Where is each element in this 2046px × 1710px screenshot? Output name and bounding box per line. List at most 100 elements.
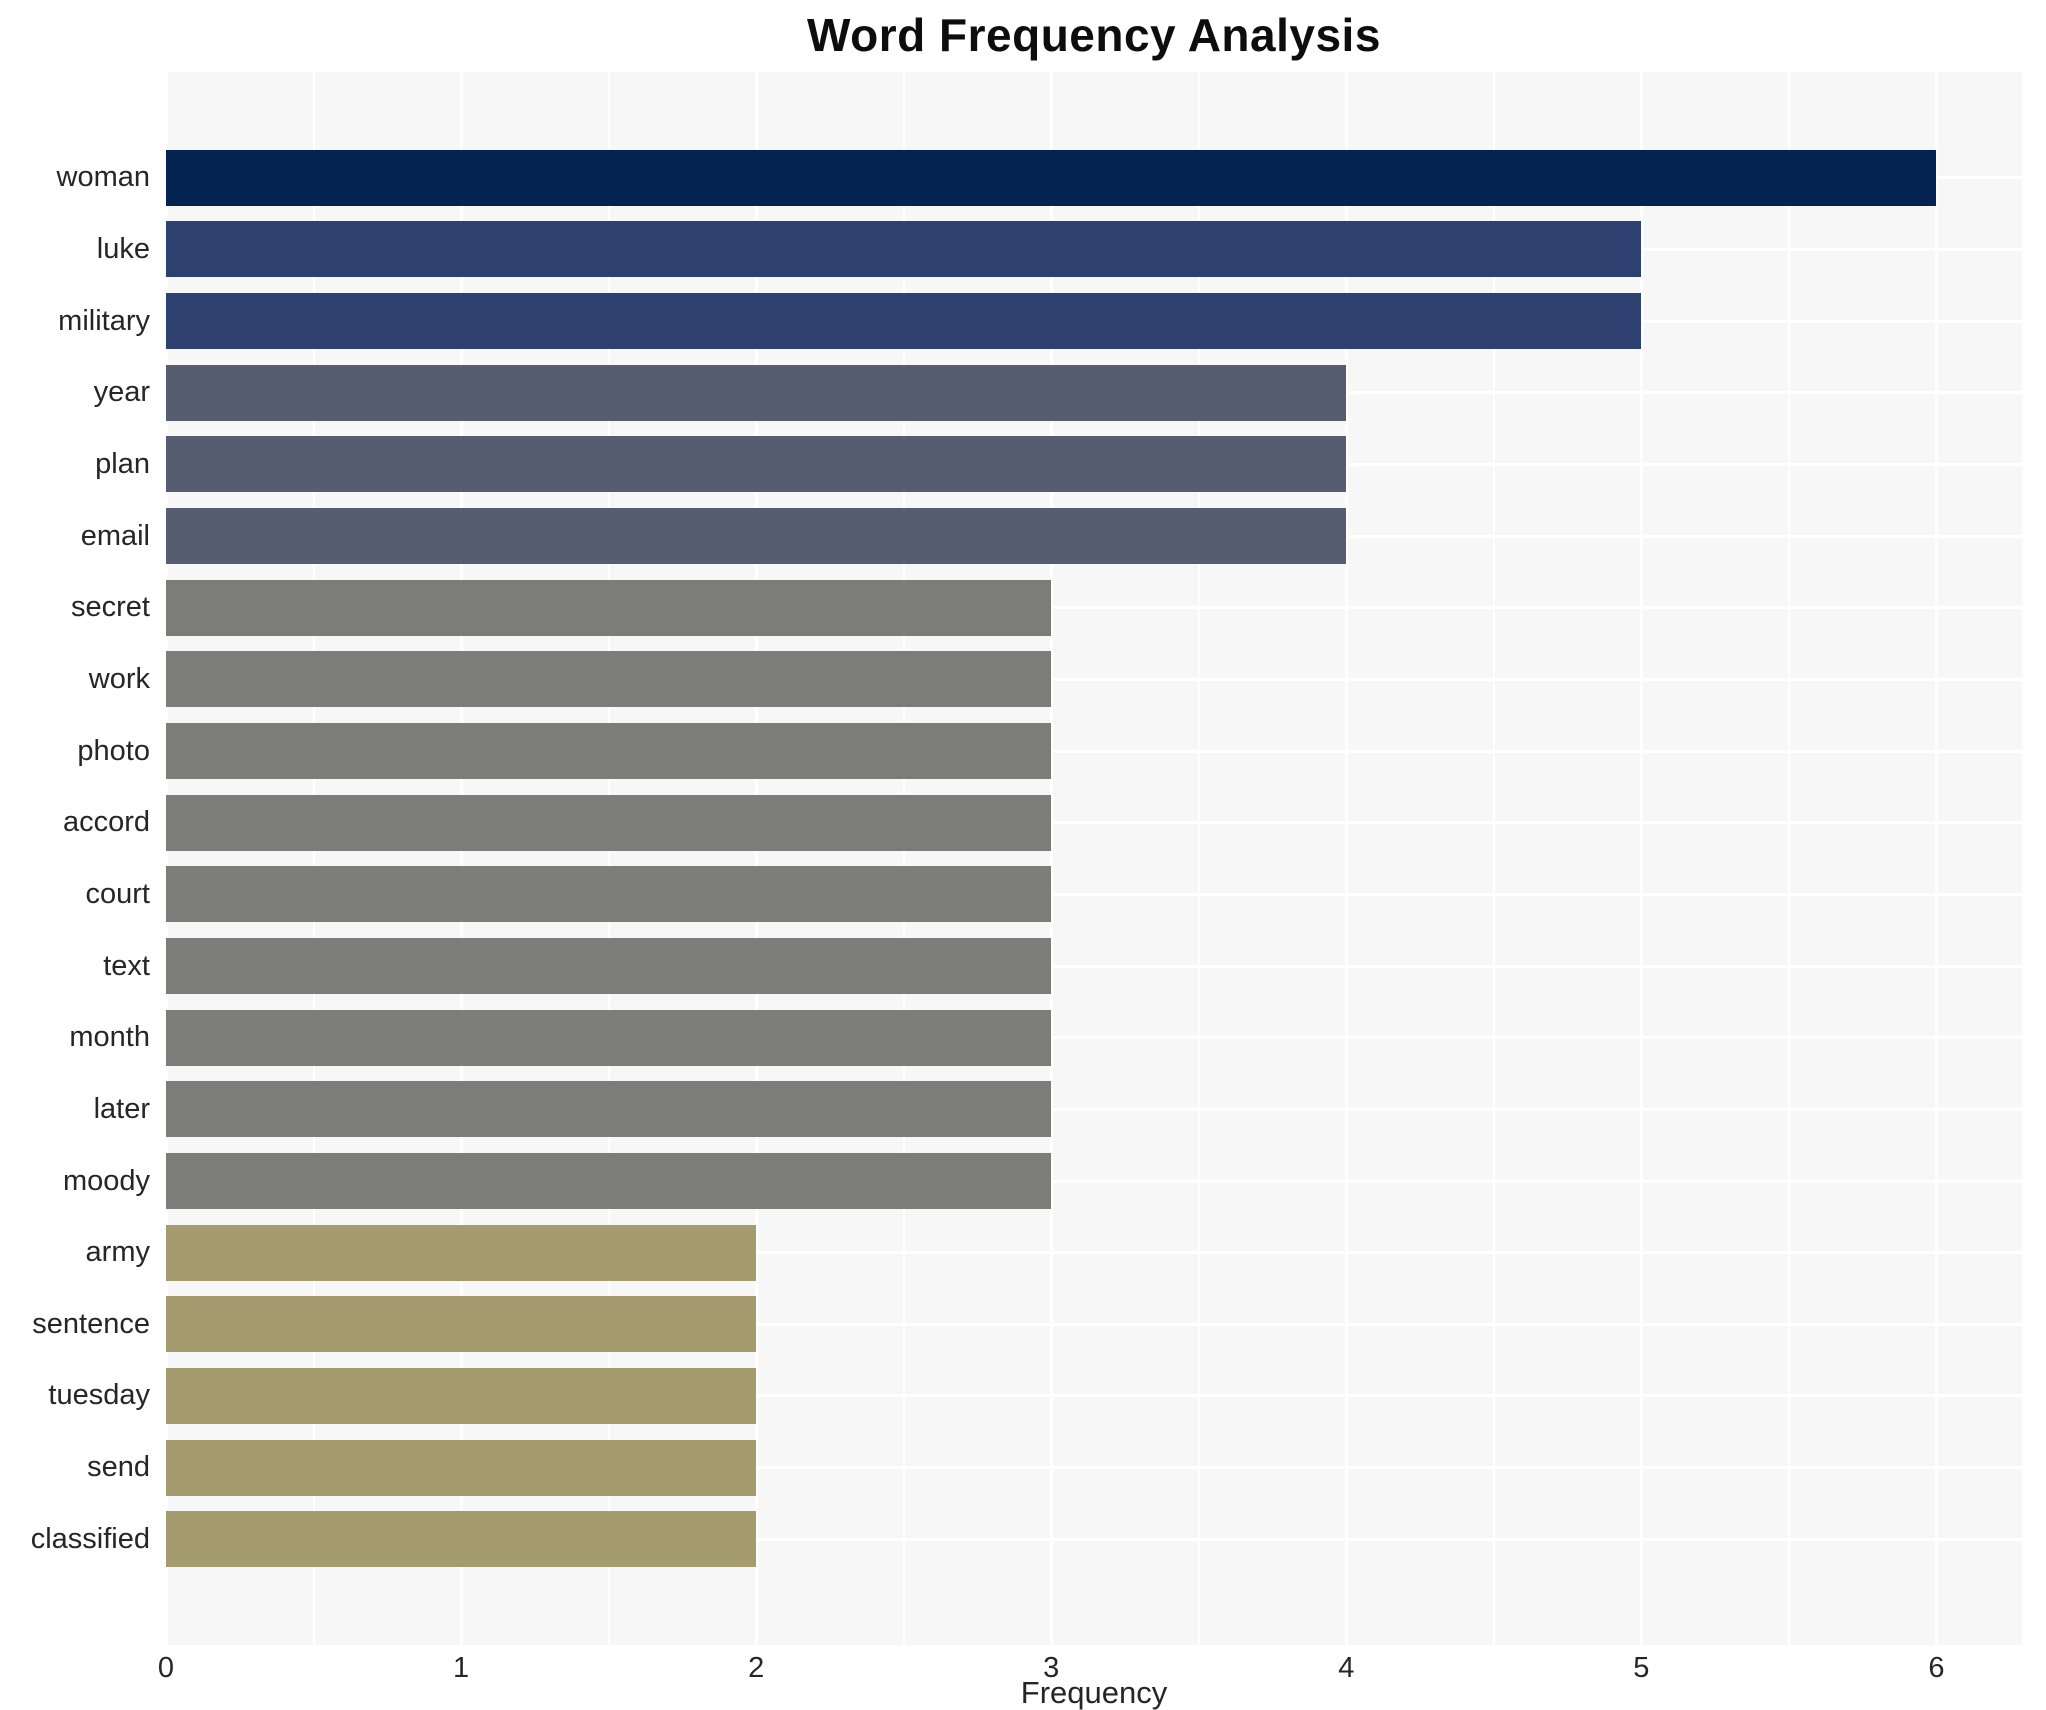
bar-row (166, 930, 2022, 1002)
y-axis-label: court (85, 877, 150, 910)
bar-work (166, 651, 1052, 708)
y-axis-label: send (87, 1451, 150, 1484)
y-axis-label: month (69, 1021, 150, 1054)
bar-row (166, 500, 2022, 572)
bar-row (166, 1289, 2022, 1361)
horizontal-gridline (166, 1322, 2022, 1326)
minor-gridline (1787, 72, 1790, 1645)
bar-row (166, 214, 2022, 286)
chart-title: Word Frequency Analysis (807, 9, 1381, 61)
y-axis-label: plan (95, 447, 150, 480)
bar-row (166, 572, 2022, 644)
bar-accord (166, 794, 1052, 851)
y-axis-label: text (103, 949, 150, 982)
x-tick-label: 5 (1633, 1652, 1650, 1684)
bar-row (166, 1360, 2022, 1432)
y-axis-labels: woman luke military year plan email secret work… (0, 72, 166, 1645)
y-axis-label: email (80, 519, 150, 552)
bar-later (166, 1081, 1052, 1138)
x-axis-title: Frequency (1020, 1675, 1168, 1710)
major-gridline (1639, 72, 1643, 1645)
y-axis-label: sentence (32, 1307, 150, 1340)
horizontal-gridline (166, 1107, 2022, 1111)
bar-luke (166, 221, 1642, 278)
bar-row (166, 715, 2022, 787)
major-gridline (164, 72, 168, 1645)
minor-gridline (312, 72, 315, 1645)
bar-send (166, 1439, 757, 1496)
bar-row (166, 859, 2022, 931)
major-gridline (1049, 72, 1053, 1645)
minor-gridline (607, 72, 610, 1645)
bar-row (166, 142, 2022, 214)
bar-row (166, 644, 2022, 716)
y-axis-label: accord (62, 806, 150, 839)
bar-plan (166, 436, 1347, 493)
bar-row (166, 285, 2022, 357)
bar-row (166, 429, 2022, 501)
horizontal-gridline (166, 606, 2022, 610)
y-axis-label: classified (30, 1522, 150, 1555)
bar-row (166, 1432, 2022, 1504)
horizontal-gridline (166, 1036, 2022, 1040)
horizontal-gridline (166, 749, 2022, 753)
minor-gridline (902, 72, 905, 1645)
y-axis-label: luke (96, 232, 150, 265)
bar-year (166, 364, 1347, 421)
horizontal-gridline (166, 892, 2022, 896)
horizontal-gridline (166, 1537, 2022, 1541)
bar-moody (166, 1153, 1052, 1210)
bar-photo (166, 723, 1052, 780)
horizontal-gridline (166, 1466, 2022, 1470)
bar-month (166, 1009, 1052, 1066)
y-axis-label: woman (56, 161, 151, 194)
bar-court (166, 866, 1052, 923)
major-gridline (754, 72, 758, 1645)
horizontal-gridline (166, 1251, 2022, 1255)
bar-secret (166, 579, 1052, 636)
bar-row (166, 357, 2022, 429)
x-tick-label: 1 (452, 1652, 470, 1684)
horizontal-gridline (166, 821, 2022, 825)
y-axis-label: photo (77, 734, 150, 767)
bar-row (166, 1002, 2022, 1074)
bar-row (166, 1145, 2022, 1217)
bar-row (166, 1217, 2022, 1289)
major-gridline (1344, 72, 1348, 1645)
minor-gridline (1492, 72, 1495, 1645)
x-tick-label: 4 (1338, 1652, 1355, 1684)
plot-area: woman luke military year plan email secret work… (0, 72, 2046, 1645)
bar-army (166, 1224, 757, 1281)
horizontal-gridline (166, 1394, 2022, 1398)
y-axis-label: tuesday (48, 1379, 150, 1412)
plot-panel (164, 72, 2022, 1645)
bar-woman (166, 149, 1937, 206)
y-axis-label: secret (71, 591, 150, 624)
bar-sentence (166, 1296, 757, 1353)
bar-tuesday (166, 1367, 757, 1424)
x-tick-label: 0 (157, 1652, 175, 1684)
x-tick-label: 3 (1043, 1652, 1060, 1684)
y-axis-label: army (85, 1236, 150, 1269)
bar-text (166, 938, 1052, 995)
horizontal-gridline (166, 677, 2022, 681)
major-gridline (1934, 72, 1938, 1645)
minor-gridline (1197, 72, 1200, 1645)
bar-rows (166, 72, 2022, 1645)
y-axis-label: moody (62, 1164, 150, 1197)
horizontal-gridline (166, 1179, 2022, 1183)
major-gridline (459, 72, 463, 1645)
bar-row (166, 1503, 2022, 1575)
x-tick-label: 2 (748, 1652, 765, 1684)
horizontal-gridline (166, 964, 2022, 968)
y-axis-label: work (88, 662, 150, 695)
bar-row (166, 787, 2022, 859)
y-axis-label: military (58, 304, 150, 337)
y-axis-label: later (93, 1092, 150, 1125)
x-tick-label: 6 (1928, 1652, 1945, 1684)
bar-classified (166, 1511, 757, 1568)
bar-email (166, 508, 1347, 565)
x-axis-ticks: 0 1 2 3 4 5 6 (158, 1652, 2022, 1688)
y-axis-label: year (93, 376, 150, 409)
